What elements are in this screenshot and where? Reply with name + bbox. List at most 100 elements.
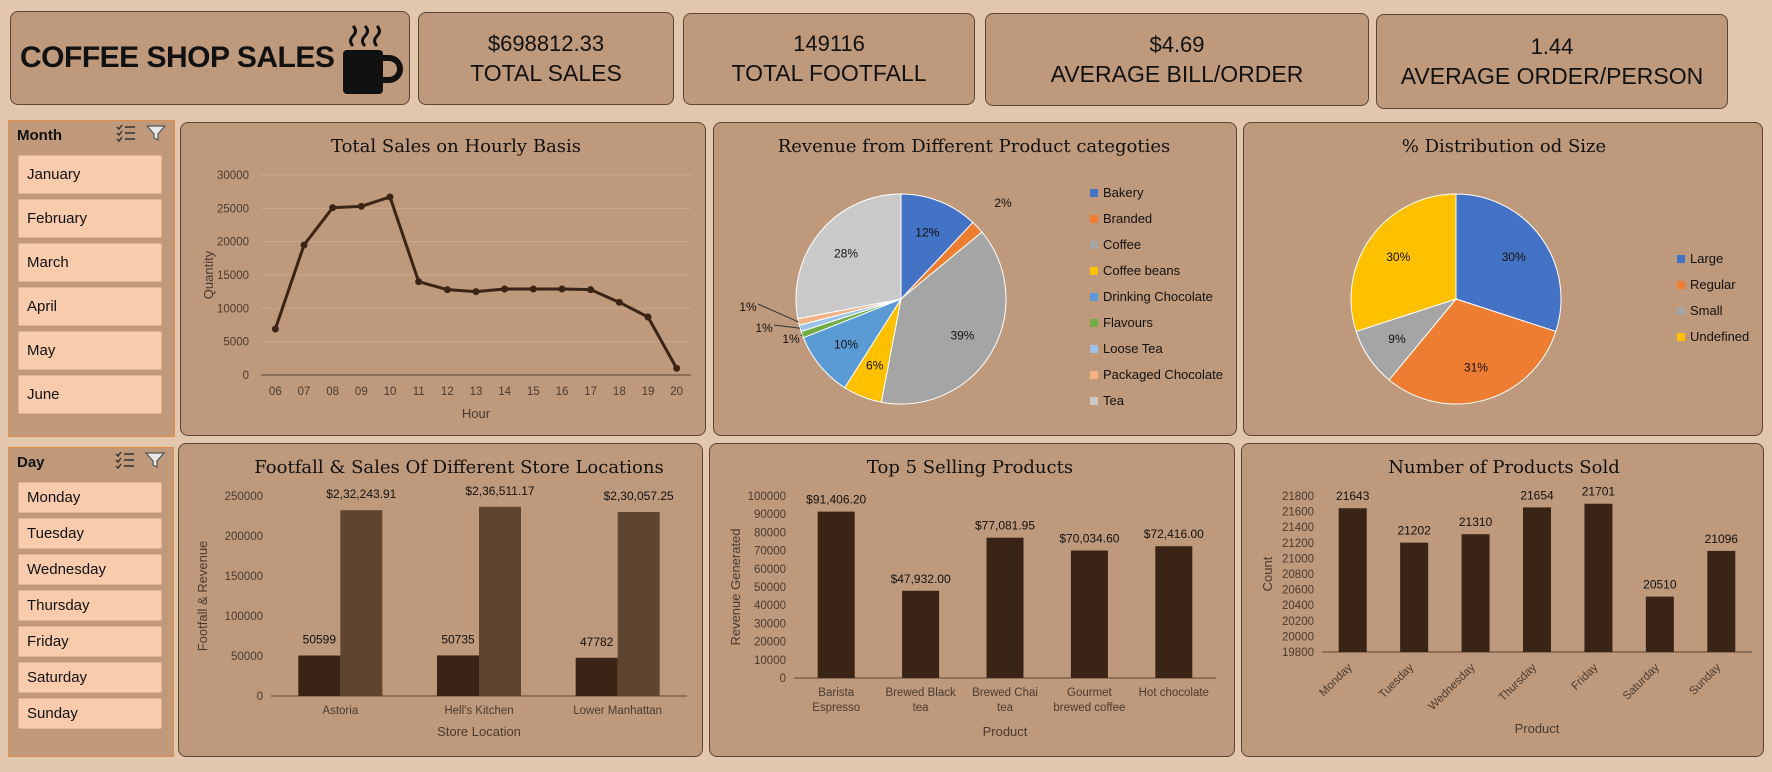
- x-tick-label: 17: [584, 386, 597, 398]
- y-axis-title: Footfall & Revenue: [195, 541, 210, 652]
- slicer-item-day[interactable]: Thursday: [18, 590, 162, 621]
- pie-slice: [795, 193, 902, 320]
- clear-filter-icon[interactable]: [144, 451, 166, 473]
- pie-slice: [880, 231, 1007, 405]
- slicer-item-month[interactable]: March: [18, 243, 162, 282]
- data-point: [357, 202, 365, 210]
- x-tick-label: 14: [498, 386, 511, 398]
- legend-swatch: [1090, 371, 1098, 379]
- data-label: 9%: [1388, 332, 1406, 346]
- dashboard-title: COFFEE SHOP SALES: [20, 41, 335, 74]
- legend-swatch: [1090, 345, 1098, 353]
- data-point: [558, 285, 566, 293]
- clear-filter-icon[interactable]: [145, 124, 167, 146]
- data-label: 12%: [915, 226, 939, 240]
- data-label: 31%: [1464, 361, 1488, 375]
- x-tick-label: 18: [613, 386, 626, 398]
- kpi-label: AVERAGE ORDER/PERSON: [1400, 62, 1704, 89]
- slicer-item-day[interactable]: Monday: [18, 482, 162, 513]
- data-point: [329, 204, 337, 212]
- data-point: [443, 286, 451, 294]
- chart-title: Top 5 Selling Products: [867, 457, 1073, 478]
- slicer-item-day[interactable]: Sunday: [18, 698, 162, 729]
- bar: [479, 506, 521, 696]
- data-label: $2,30,057.25: [604, 489, 674, 503]
- data-label: 21202: [1397, 524, 1431, 538]
- size-distribution-pie-chart: % Distribution od Size 30% 31% 9% 30% Large Re…: [1350, 136, 1749, 405]
- kpi-average-order-person: 1.44 AVERAGE ORDER/PERSON: [1376, 14, 1728, 109]
- slicer-item-month[interactable]: January: [18, 155, 162, 194]
- bar: [1461, 534, 1490, 652]
- x-tick-label: Friday: [1569, 661, 1600, 692]
- x-tick-label: Brewed Chai: [972, 687, 1038, 699]
- y-tick-label: 21000: [1282, 553, 1314, 565]
- slicer-item-day[interactable]: Wednesday: [18, 554, 162, 585]
- legend-swatch: [1090, 267, 1098, 275]
- slicer-item-month[interactable]: May: [18, 331, 162, 370]
- data-label: 21096: [1705, 532, 1739, 546]
- y-tick-label: 0: [257, 691, 263, 703]
- x-tick-label: 16: [556, 386, 569, 398]
- y-tick-label: 50000: [231, 651, 263, 663]
- y-tick-label: 30000: [754, 618, 786, 630]
- data-point: [587, 286, 595, 294]
- data-label: 47782: [580, 635, 614, 649]
- x-tick-label: tea: [913, 702, 930, 714]
- size-distribution-chart-card: % Distribution od Size 30% 31% 9% 30% Large Re…: [1243, 122, 1763, 436]
- slicer-item-month[interactable]: June: [18, 375, 162, 414]
- data-point: [529, 285, 537, 293]
- slicer-item-month[interactable]: February: [18, 199, 162, 238]
- data-label: 1%: [782, 332, 800, 346]
- month-slicer: Month January February March April May J…: [8, 120, 175, 437]
- data-label: 21654: [1520, 488, 1554, 502]
- data-label: 10%: [834, 338, 858, 352]
- slicer-header: Month: [9, 121, 174, 149]
- data-label: 30%: [1386, 250, 1410, 264]
- legend-swatch: [1090, 241, 1098, 249]
- store-location-chart-card: Footfall & Sales Of Different Store Loca…: [178, 443, 703, 757]
- hourly-sales-line-chart: Total Sales on Hourly Basis0500010000150…: [201, 136, 691, 421]
- chart-title: % Distribution od Size: [1402, 136, 1606, 157]
- data-label: $72,416.00: [1144, 527, 1204, 541]
- data-label: 1%: [755, 321, 773, 335]
- x-tick-label: 07: [298, 386, 311, 398]
- legend-label: Coffee beans: [1103, 263, 1181, 278]
- x-tick-label: 11: [413, 386, 425, 398]
- x-axis-title: Product: [983, 724, 1028, 739]
- legend-swatch: [1090, 293, 1098, 301]
- multi-select-icon[interactable]: [116, 124, 136, 146]
- legend-swatch: [1677, 307, 1685, 315]
- y-tick-label: 10000: [217, 303, 249, 315]
- multi-select-icon[interactable]: [115, 451, 135, 473]
- x-tick-label: 20: [670, 386, 683, 398]
- legend-label: Regular: [1690, 277, 1736, 292]
- products-sold-bar-chart: Number of Products Sold 19800 20000 20200 20…: [1260, 457, 1752, 736]
- bar: [298, 655, 341, 696]
- data-label: 50735: [441, 632, 475, 646]
- y-tick-label: 0: [780, 673, 786, 685]
- y-tick-label: 150000: [225, 571, 263, 583]
- y-tick-label: 70000: [754, 546, 786, 558]
- slicer-item-day[interactable]: Tuesday: [18, 518, 162, 549]
- y-tick-label: 100000: [748, 491, 786, 503]
- coffee-cup-icon: [339, 22, 403, 96]
- store-location-bar-chart: Footfall & Sales Of Different Store Loca…: [195, 457, 687, 739]
- legend-label: Undefined: [1690, 329, 1749, 344]
- y-tick-label: 20000: [217, 237, 249, 249]
- y-tick-label: 20000: [754, 637, 786, 649]
- slicer-item-day[interactable]: Friday: [18, 626, 162, 657]
- pie-slice: [1350, 193, 1457, 333]
- chart-title: Footfall & Sales Of Different Store Loca…: [254, 457, 663, 478]
- data-label: 6%: [866, 358, 884, 372]
- legend-swatch: [1677, 333, 1685, 341]
- slicer-item-month[interactable]: April: [18, 287, 162, 326]
- bar: [1070, 550, 1108, 678]
- x-tick-label: 09: [355, 386, 368, 398]
- data-label: $2,36,511.17: [465, 484, 535, 498]
- y-tick-label: 50000: [754, 582, 786, 594]
- slicer-item-day[interactable]: Saturday: [18, 662, 162, 693]
- revenue-category-pie-chart: Revenue from Different Product categotie…: [739, 136, 1223, 408]
- x-tick-label: 13: [470, 386, 483, 398]
- kpi-value: 149116: [793, 31, 865, 56]
- data-label: 28%: [834, 246, 858, 260]
